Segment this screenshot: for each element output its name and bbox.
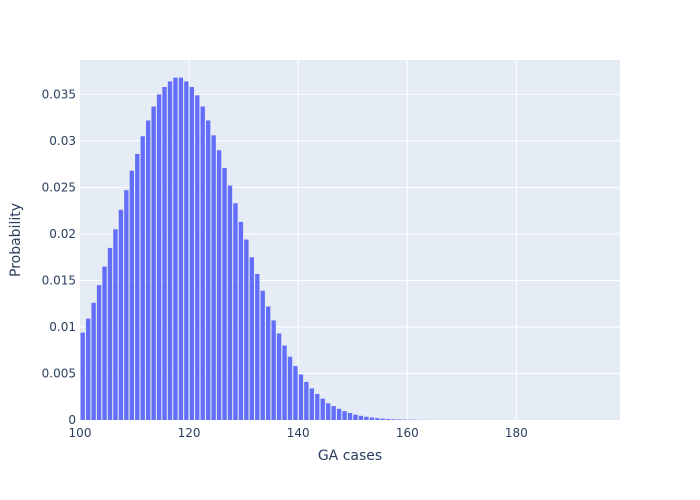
- bar[interactable]: [227, 185, 233, 420]
- y-tick-label: 0: [68, 413, 76, 427]
- bar[interactable]: [326, 403, 331, 420]
- bar[interactable]: [255, 273, 260, 420]
- bar[interactable]: [391, 419, 396, 420]
- bar[interactable]: [211, 135, 216, 421]
- x-tick-label: 100: [69, 426, 92, 440]
- bar[interactable]: [315, 393, 320, 420]
- bar[interactable]: [249, 257, 254, 420]
- y-axis-ticks: 0 0.005 0.01 0.015 0.02 0.025 0.03 0.035: [42, 87, 76, 427]
- bar[interactable]: [244, 239, 249, 420]
- bar[interactable]: [135, 153, 140, 420]
- bar[interactable]: [107, 247, 113, 420]
- bar[interactable]: [386, 418, 391, 420]
- bar[interactable]: [347, 413, 353, 420]
- bar[interactable]: [80, 332, 85, 420]
- bar[interactable]: [375, 418, 380, 420]
- x-tick-label: 180: [505, 426, 528, 440]
- y-tick-label: 0.02: [49, 227, 76, 241]
- bar[interactable]: [331, 406, 336, 420]
- bar[interactable]: [353, 414, 358, 420]
- y-tick-label: 0.025: [42, 180, 76, 194]
- bar[interactable]: [320, 398, 325, 420]
- bar[interactable]: [222, 167, 227, 420]
- bar[interactable]: [140, 136, 145, 421]
- bar[interactable]: [173, 77, 178, 421]
- bar[interactable]: [380, 418, 385, 420]
- x-tick-label: 160: [396, 426, 419, 440]
- bar[interactable]: [124, 190, 129, 420]
- bar[interactable]: [238, 221, 244, 420]
- bar[interactable]: [96, 285, 102, 420]
- bar[interactable]: [396, 419, 402, 420]
- bar[interactable]: [200, 106, 205, 420]
- bar[interactable]: [216, 150, 222, 421]
- bar[interactable]: [336, 408, 342, 420]
- bar[interactable]: [266, 306, 271, 420]
- bar[interactable]: [118, 209, 124, 420]
- bar[interactable]: [113, 229, 118, 420]
- bar[interactable]: [260, 290, 265, 420]
- y-tick-label: 0.005: [42, 366, 76, 380]
- y-axis-title: Probability: [8, 203, 24, 277]
- bar[interactable]: [162, 86, 167, 420]
- x-tick-label: 140: [287, 426, 310, 440]
- bar[interactable]: [364, 416, 369, 420]
- y-tick-label: 0.01: [49, 320, 76, 334]
- bar[interactable]: [86, 318, 91, 420]
- bars: [80, 77, 544, 421]
- bar[interactable]: [304, 381, 309, 420]
- x-axis-title: GA cases: [318, 448, 382, 464]
- bar[interactable]: [282, 345, 287, 420]
- bar[interactable]: [129, 170, 134, 420]
- bar[interactable]: [309, 388, 314, 420]
- bar[interactable]: [369, 417, 374, 420]
- x-axis-ticks: 100 120 140 160 180: [69, 426, 528, 440]
- bar[interactable]: [233, 203, 238, 420]
- bar[interactable]: [151, 106, 156, 420]
- bar[interactable]: [298, 374, 304, 420]
- bar[interactable]: [189, 86, 194, 420]
- bar[interactable]: [146, 120, 151, 420]
- x-tick-label: 120: [178, 426, 201, 440]
- bar[interactable]: [358, 415, 364, 420]
- bar[interactable]: [102, 266, 107, 420]
- bar[interactable]: [293, 366, 298, 420]
- bar[interactable]: [271, 320, 276, 420]
- bar[interactable]: [342, 411, 347, 420]
- y-tick-label: 0.035: [42, 87, 76, 101]
- bar[interactable]: [184, 81, 189, 420]
- bar[interactable]: [167, 81, 173, 420]
- bar[interactable]: [195, 95, 200, 420]
- bar[interactable]: [206, 120, 211, 420]
- bar[interactable]: [91, 302, 96, 420]
- bar[interactable]: [178, 77, 184, 421]
- bar[interactable]: [287, 356, 293, 420]
- bar[interactable]: [276, 333, 282, 420]
- y-tick-label: 0.03: [49, 134, 76, 148]
- bar[interactable]: [156, 94, 162, 420]
- y-tick-label: 0.015: [42, 273, 76, 287]
